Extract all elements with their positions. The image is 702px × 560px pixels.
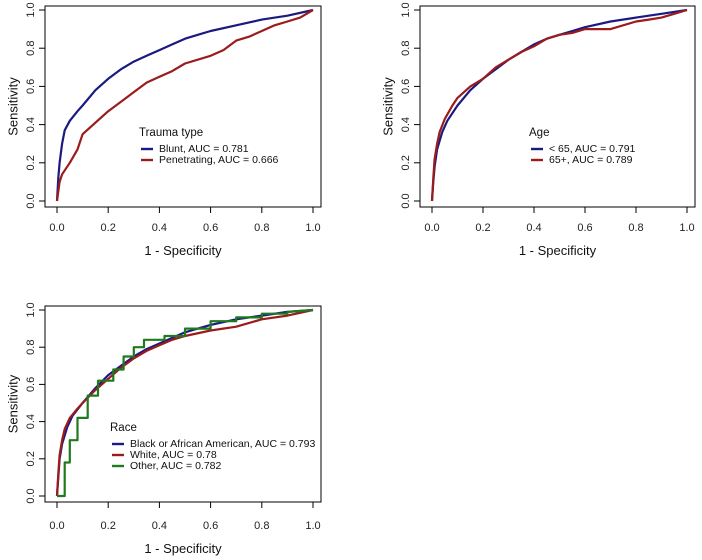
y-tick-label: 0.0 (25, 488, 37, 503)
y-axis-label: Sensitivity (5, 374, 20, 433)
y-tick-label: 1.0 (25, 2, 37, 17)
x-tick-label: 0.4 (152, 520, 167, 532)
x-tick-label: 0.6 (577, 222, 592, 234)
x-tick-label: 1.0 (305, 520, 320, 532)
x-axis-label: 1 - Specificity (519, 243, 597, 258)
x-tick-label: 0.2 (101, 520, 116, 532)
x-tick-label: 0.6 (203, 222, 218, 234)
y-tick-label: 0.8 (25, 340, 37, 355)
x-tick-label: 0.6 (203, 520, 218, 532)
legend-title: Trauma type (139, 127, 203, 139)
y-tick-label: 0.2 (25, 155, 37, 170)
y-axis-label: Sensitivity (5, 77, 20, 136)
roc-line-2 (55, 9, 314, 202)
roc-panel-3: 0.0 0.2 0.4 0.6 0.8 1.0 0.0 0.2 0.4 0.6 0.8 1.0 1 - … (5, 302, 322, 556)
plot-frame (44, 5, 322, 208)
legend: Race Black or African American, AUC = 0.7… (110, 422, 315, 472)
x-tick-label: 0.2 (475, 222, 490, 234)
y-tick-label: 0.0 (25, 193, 37, 208)
y-tick-label: 0.0 (400, 193, 412, 208)
x-tick-label: 0.4 (152, 222, 167, 234)
y-tick-label: 0.6 (25, 377, 37, 392)
y-tick-label: 0.2 (25, 451, 37, 466)
legend-entry: Penetrating, AUC = 0.666 (159, 154, 279, 166)
x-tick-label: 0.0 (424, 222, 439, 234)
x-tick-label: 0.0 (49, 222, 64, 234)
y-tick-label: 0.8 (400, 41, 412, 56)
roc-line-2 (55, 308, 314, 497)
x-tick-label: 0.2 (101, 222, 116, 234)
roc-line-3 (57, 308, 314, 498)
x-tick-label: 0.8 (254, 520, 269, 532)
x-tick-label: 0.4 (526, 222, 541, 234)
y-tick-label: 1.0 (400, 2, 412, 17)
x-tick-label: 0.8 (628, 222, 643, 234)
x-tick-label: 1.0 (305, 222, 320, 234)
y-tick-label: 0.6 (25, 79, 37, 94)
roc-line-1 (55, 8, 314, 202)
legend-entry: < 65, AUC = 0.791 (549, 143, 636, 155)
legend-entry: White, AUC = 0.78 (130, 449, 217, 461)
roc-panel-1: 0.0 0.2 0.4 0.6 0.8 1.0 0.0 0.2 0.4 0.6 0.8 1.0 1 - … (5, 2, 322, 258)
y-tick-label: 0.4 (25, 414, 37, 429)
legend-entry: Black or African American, AUC = 0.793 (130, 438, 315, 450)
roc-line-2 (430, 8, 688, 202)
legend: Trauma type Blunt, AUC = 0.781Penetrating… (139, 127, 279, 166)
legend-entry: Other, AUC = 0.782 (130, 460, 222, 472)
y-tick-label: 0.4 (400, 117, 412, 132)
x-tick-label: 0.8 (254, 222, 269, 234)
roc-panel-2: 0.0 0.2 0.4 0.6 0.8 1.0 0.0 0.2 0.4 0.6 0.8 1.0 1 - … (380, 2, 696, 258)
x-tick-label: 0.0 (49, 520, 64, 532)
x-axis-label: 1 - Specificity (144, 541, 222, 556)
y-axis-label: Sensitivity (380, 77, 395, 136)
plot-frame (419, 5, 696, 208)
legend-entry: Blunt, AUC = 0.781 (159, 143, 249, 155)
legend-entry: 65+, AUC = 0.789 (549, 154, 633, 166)
legend-title: Age (529, 127, 549, 139)
legend-title: Race (110, 422, 137, 434)
y-tick-label: 1.0 (25, 302, 37, 317)
x-tick-label: 1.0 (679, 222, 694, 234)
y-tick-label: 0.8 (25, 41, 37, 56)
y-tick-label: 0.4 (25, 117, 37, 132)
x-axis-label: 1 - Specificity (144, 243, 222, 258)
roc-line-1 (430, 8, 688, 202)
y-tick-label: 0.2 (400, 155, 412, 170)
y-tick-label: 0.6 (400, 79, 412, 94)
plot-frame (44, 305, 322, 503)
